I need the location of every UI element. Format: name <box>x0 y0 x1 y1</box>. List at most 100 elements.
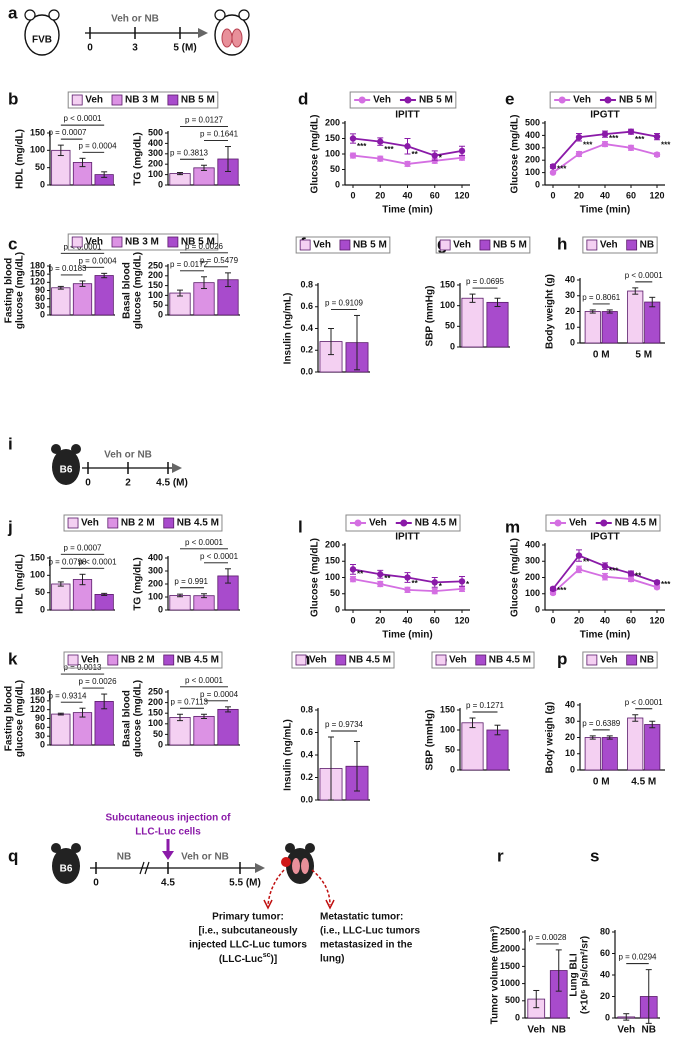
series-line <box>552 554 658 590</box>
strain: B6 <box>60 864 73 875</box>
y-tick-label: 0 <box>515 1012 520 1022</box>
y-tick-label: 100 <box>440 724 455 734</box>
point <box>653 579 661 586</box>
point <box>404 143 411 150</box>
y-tick-label: 0.6 <box>300 727 313 737</box>
time-label: 2 <box>125 478 131 489</box>
y-tick-label: 90 <box>35 285 45 295</box>
y-tick-label: 90 <box>35 713 45 723</box>
legend-label: Veh <box>453 240 471 251</box>
y-tick-label: 150 <box>30 695 45 705</box>
panel-label: m <box>505 517 520 536</box>
significance: *** <box>609 134 619 143</box>
legend-label: NB 4.5 M <box>489 655 531 666</box>
y-tick-label: 200 <box>148 270 163 280</box>
y-tick-label: 40 <box>565 699 575 709</box>
legend: Veh NB 4.5 M <box>345 514 461 532</box>
mouse-body <box>24 14 60 56</box>
y-tick-label: 0 <box>158 309 163 319</box>
legend-box <box>67 91 219 109</box>
y-tick-label: 0.2 <box>300 345 313 355</box>
bar <box>72 283 93 316</box>
legend-label: NB 5 M <box>419 95 453 106</box>
x-axis-label: Time (min) <box>382 205 432 216</box>
legend-label: NB 4.5 M <box>615 518 657 529</box>
y-tick-label: 50 <box>35 587 45 597</box>
bar <box>51 583 71 611</box>
x-tick-label: 40 <box>402 190 412 200</box>
legend-swatch <box>71 236 83 248</box>
legend-label: NB 5 M <box>353 240 387 251</box>
p-value: p = 0.0026 <box>185 242 224 251</box>
y-tick-label: 100 <box>325 148 340 158</box>
mouse-ear <box>238 9 250 21</box>
legend: Veh NB 2 M NB 4.5 M <box>63 651 223 669</box>
arrow-head <box>325 899 335 910</box>
y-axis-label: TG (mg/dL) <box>133 557 144 610</box>
y-tick-label: 0.6 <box>300 301 313 311</box>
x-tick-label: Veh <box>527 1025 545 1036</box>
primary-tumor: [i.e., subcutaneously <box>199 926 298 937</box>
y-tick-label: 50 <box>153 729 163 739</box>
axis-break <box>139 861 150 875</box>
significance: * <box>439 582 443 591</box>
primary-tumor: Primary tumor: <box>212 912 284 923</box>
panel-label: c <box>8 234 17 253</box>
legend-swatch <box>163 654 175 666</box>
significance: ** <box>412 579 419 588</box>
y-tick-label: 0 <box>335 604 340 614</box>
point <box>349 575 357 583</box>
legend: Veh NB 4.5 M <box>291 651 395 669</box>
injection-label: Subcutaneous injection of <box>105 813 231 824</box>
y-axis-label: glucose (mg/dL) <box>15 252 26 329</box>
y-tick-label: 150 <box>30 127 45 137</box>
metastatic-tumor: (i.e., LLC-Luc tumors <box>320 926 420 937</box>
legend-label: NB 5 M <box>181 237 215 248</box>
legend-label: Veh <box>309 655 327 666</box>
legend-swatch <box>299 239 311 251</box>
y-tick-label: 10 <box>565 748 575 758</box>
bar <box>584 311 601 344</box>
y-tick-label: 250 <box>148 260 163 270</box>
bar <box>217 708 239 746</box>
legend-swatch <box>335 654 347 666</box>
y-tick-label: 150 <box>148 708 163 718</box>
y-tick-label: 500 <box>525 117 540 127</box>
y-tick-label: 30 <box>565 716 575 726</box>
p-value: p = 0.3813 <box>170 148 209 157</box>
primary-tumor: injected LLC-Luc tumors <box>189 940 307 951</box>
legend-label: NB 5 M <box>181 95 215 106</box>
point <box>601 562 609 570</box>
y-axis-label: Basal blood <box>122 262 133 319</box>
time-label: 4.5 (M) <box>156 478 188 489</box>
mouse-body <box>52 449 80 485</box>
time-label: 4.5 <box>161 878 175 889</box>
y-tick-label: 0.4 <box>300 749 313 759</box>
x-tick-label: 0 <box>550 615 555 625</box>
legend-marker <box>400 519 408 527</box>
point <box>431 152 438 159</box>
x-tick-label: Veh <box>617 1025 635 1036</box>
y-tick-label: 200 <box>148 697 163 707</box>
y-tick-label: 0.4 <box>300 323 313 333</box>
bar <box>94 275 114 316</box>
point <box>458 154 466 161</box>
legend-label: Veh <box>81 518 99 529</box>
legend-box <box>291 651 395 669</box>
point <box>601 130 609 138</box>
significance: *** <box>557 586 567 595</box>
y-tick-label: 120 <box>30 704 45 714</box>
p-value: p = 0.0007 <box>48 128 87 137</box>
y-tick-label: 100 <box>325 572 340 582</box>
mouse-ear <box>71 444 81 454</box>
p-value: p = 0.1641 <box>200 130 239 139</box>
y-tick-label: 50 <box>330 588 340 598</box>
y-tick-label: 100 <box>525 167 540 177</box>
bar <box>601 311 618 344</box>
time-label: 3 <box>132 43 138 54</box>
y-tick-label: 300 <box>148 148 163 158</box>
point <box>377 571 384 578</box>
y-axis-label: Basal blood <box>122 690 133 747</box>
significance: * <box>466 580 470 589</box>
y-axis-label: Glucose (mg/dL) <box>310 538 321 617</box>
